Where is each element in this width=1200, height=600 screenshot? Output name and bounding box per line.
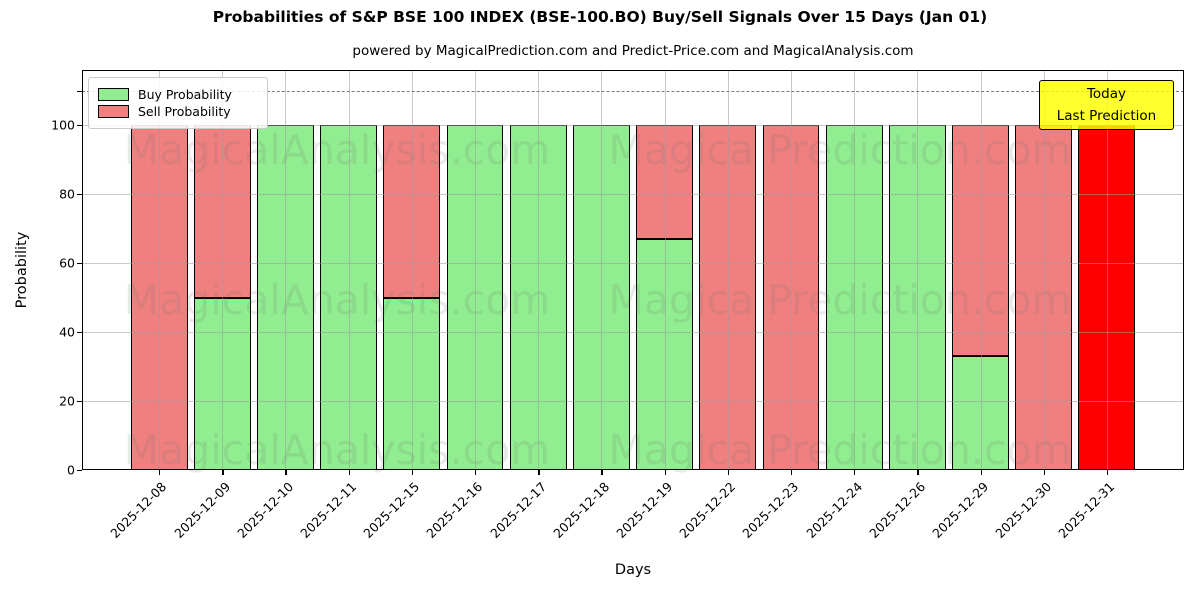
y-tick-label: 20 bbox=[59, 393, 75, 409]
h-gridline bbox=[82, 401, 1184, 403]
v-gridline bbox=[348, 70, 350, 470]
x-tick-mark bbox=[854, 470, 856, 475]
chart-subtitle: powered by MagicalPrediction.com and Pre… bbox=[352, 43, 914, 59]
x-tick-mark bbox=[1106, 470, 1109, 475]
v-gridline bbox=[285, 70, 287, 470]
v-gridline bbox=[411, 70, 413, 470]
plot-area: MagicalAnalysis.comMagicalAnalysis.comMa… bbox=[82, 70, 1184, 474]
x-tick-mark bbox=[285, 470, 287, 475]
bar-segment-sell bbox=[193, 125, 251, 298]
v-gridline bbox=[1043, 70, 1045, 470]
x-tick-label: 2025-12-26 bbox=[865, 479, 928, 541]
x-tick-label: 2025-12-29 bbox=[929, 479, 992, 541]
x-tick-mark bbox=[664, 470, 666, 475]
y-tick-mark bbox=[77, 194, 82, 196]
x-tick-mark bbox=[538, 470, 540, 475]
legend-item-buy: Buy Probability bbox=[98, 87, 258, 102]
x-tick-mark bbox=[1043, 470, 1046, 475]
v-gridline bbox=[664, 70, 666, 470]
y-tick-label: 80 bbox=[59, 186, 75, 202]
x-tick-label: 2025-12-24 bbox=[802, 479, 865, 541]
x-tick-label: 2025-12-31 bbox=[1055, 479, 1118, 541]
v-gridline bbox=[727, 70, 729, 470]
x-tick-label: 2025-12-19 bbox=[613, 479, 676, 541]
x-tick-mark bbox=[348, 470, 350, 475]
x-tick-mark bbox=[917, 470, 919, 475]
x-tick-mark bbox=[222, 470, 224, 475]
bar-segment-sell bbox=[952, 125, 1009, 357]
y-tick-label: 60 bbox=[59, 255, 75, 271]
h-gridline bbox=[82, 332, 1184, 334]
buy-swatch-icon bbox=[98, 88, 129, 101]
v-gridline bbox=[538, 70, 540, 470]
x-tick-label: 2025-12-11 bbox=[297, 479, 360, 541]
sell-swatch-icon bbox=[98, 105, 129, 118]
legend-label-buy: Buy Probability bbox=[138, 87, 232, 102]
v-gridline bbox=[1106, 70, 1108, 470]
h-gridline bbox=[82, 125, 1184, 127]
x-tick-mark bbox=[601, 470, 603, 475]
x-tick-label: 2025-12-22 bbox=[676, 479, 739, 541]
x-tick-mark bbox=[475, 470, 477, 475]
v-gridline bbox=[601, 70, 603, 470]
y-tick-mark bbox=[77, 125, 82, 127]
bar-segment-sell bbox=[699, 125, 757, 470]
v-gridline bbox=[475, 70, 477, 470]
bar-segment-sell bbox=[1078, 125, 1136, 470]
legend-label-sell: Sell Probability bbox=[138, 104, 231, 119]
h-gridline bbox=[82, 263, 1184, 265]
x-tick-mark bbox=[727, 470, 730, 475]
bar-segment-buy bbox=[952, 356, 1009, 470]
bar-segment-buy bbox=[636, 238, 694, 470]
y-tick-label: 40 bbox=[59, 324, 75, 340]
v-gridline bbox=[854, 70, 856, 470]
bar-segment-buy bbox=[193, 297, 251, 470]
x-tick-mark bbox=[790, 470, 793, 475]
today-annotation-line2: Last Prediction bbox=[1056, 108, 1157, 124]
y-tick-mark bbox=[77, 332, 82, 334]
x-tick-label: 2025-12-09 bbox=[170, 479, 233, 541]
y-tick-label: 100 bbox=[51, 117, 75, 133]
x-tick-label: 2025-12-17 bbox=[486, 479, 549, 541]
legend-item-sell: Sell Probability bbox=[98, 104, 258, 119]
bar-segment-sell bbox=[1015, 125, 1073, 470]
bar-segment-sell bbox=[130, 125, 188, 470]
x-tick-mark bbox=[411, 470, 414, 475]
v-gridline bbox=[222, 70, 224, 470]
x-axis-label: Days bbox=[614, 562, 652, 578]
legend: Buy Probability Sell Probability bbox=[88, 77, 268, 129]
v-gridline bbox=[980, 70, 982, 470]
y-axis-label: Probability bbox=[14, 231, 30, 309]
chart-title: Probabilities of S&P BSE 100 INDEX (BSE-… bbox=[212, 8, 988, 26]
y-tick-label: 0 bbox=[67, 462, 75, 478]
v-gridline bbox=[159, 70, 161, 470]
today-annotation-line1: Today bbox=[1086, 86, 1127, 102]
x-tick-label: 2025-12-08 bbox=[107, 479, 170, 541]
x-tick-label: 2025-12-10 bbox=[234, 479, 297, 541]
y-minor-tick-mark bbox=[77, 90, 82, 92]
today-annotation: Today Last Prediction bbox=[1039, 80, 1174, 130]
x-tick-label: 2025-12-30 bbox=[992, 479, 1055, 541]
v-gridline bbox=[917, 70, 919, 470]
x-tick-mark bbox=[980, 470, 982, 475]
x-tick-mark bbox=[159, 470, 161, 475]
dashed-threshold-line bbox=[82, 90, 1184, 92]
x-tick-label: 2025-12-23 bbox=[739, 479, 802, 541]
y-tick-mark bbox=[77, 470, 82, 472]
bar-segment-buy bbox=[825, 125, 883, 470]
bar-segment-buy bbox=[257, 125, 314, 470]
h-gridline bbox=[82, 194, 1184, 196]
y-tick-mark bbox=[77, 401, 82, 403]
v-gridline bbox=[790, 70, 792, 470]
bar-segment-sell bbox=[636, 125, 694, 239]
x-tick-label: 2025-12-15 bbox=[360, 479, 423, 541]
x-tick-label: 2025-12-18 bbox=[550, 479, 613, 541]
y-tick-mark bbox=[77, 263, 82, 265]
x-tick-label: 2025-12-16 bbox=[423, 479, 486, 541]
